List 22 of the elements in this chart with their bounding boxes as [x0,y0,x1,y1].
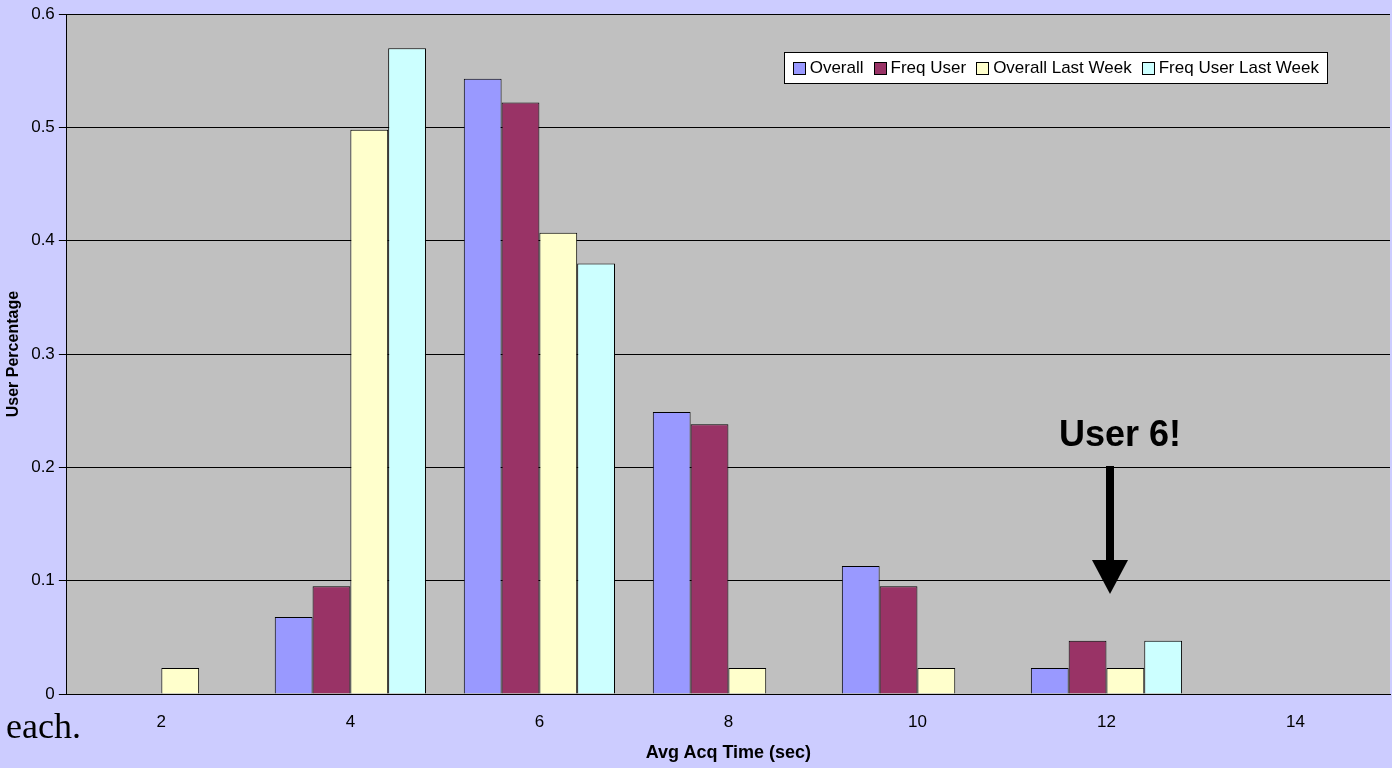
legend-label: Overall Last Week [992,58,1132,78]
x-tick-label: 4 [345,711,356,731]
text: each. [6,706,81,746]
annotation: User 6! [1058,413,1182,454]
y-tick-label: 0.4 [31,230,55,250]
legend-label: Freq User [889,58,967,78]
y-tick-label: 0.3 [31,343,55,363]
x-tick-label: 6 [534,711,545,731]
legend-label: Overall [808,58,864,78]
x-tick-label: 2 [156,711,167,731]
y-tick-label: 0.1 [31,570,55,590]
x-axis-title: Avg Acq Time (sec) [645,742,812,763]
x-tick-label: 10 [907,711,927,731]
y-tick-label: 0.2 [31,457,55,477]
x-tick-label: 8 [723,711,734,731]
legend-label: Freq User Last Week [1157,58,1319,78]
x-tick-label: 14 [1286,711,1305,731]
y-tick-label: 0.5 [31,117,55,137]
y-tick-label: 0.6 [31,3,55,23]
x-tick-label: 12 [1097,711,1116,731]
y-axis-title: User Percentage [4,290,22,418]
y-tick-label: 0 [45,683,55,703]
